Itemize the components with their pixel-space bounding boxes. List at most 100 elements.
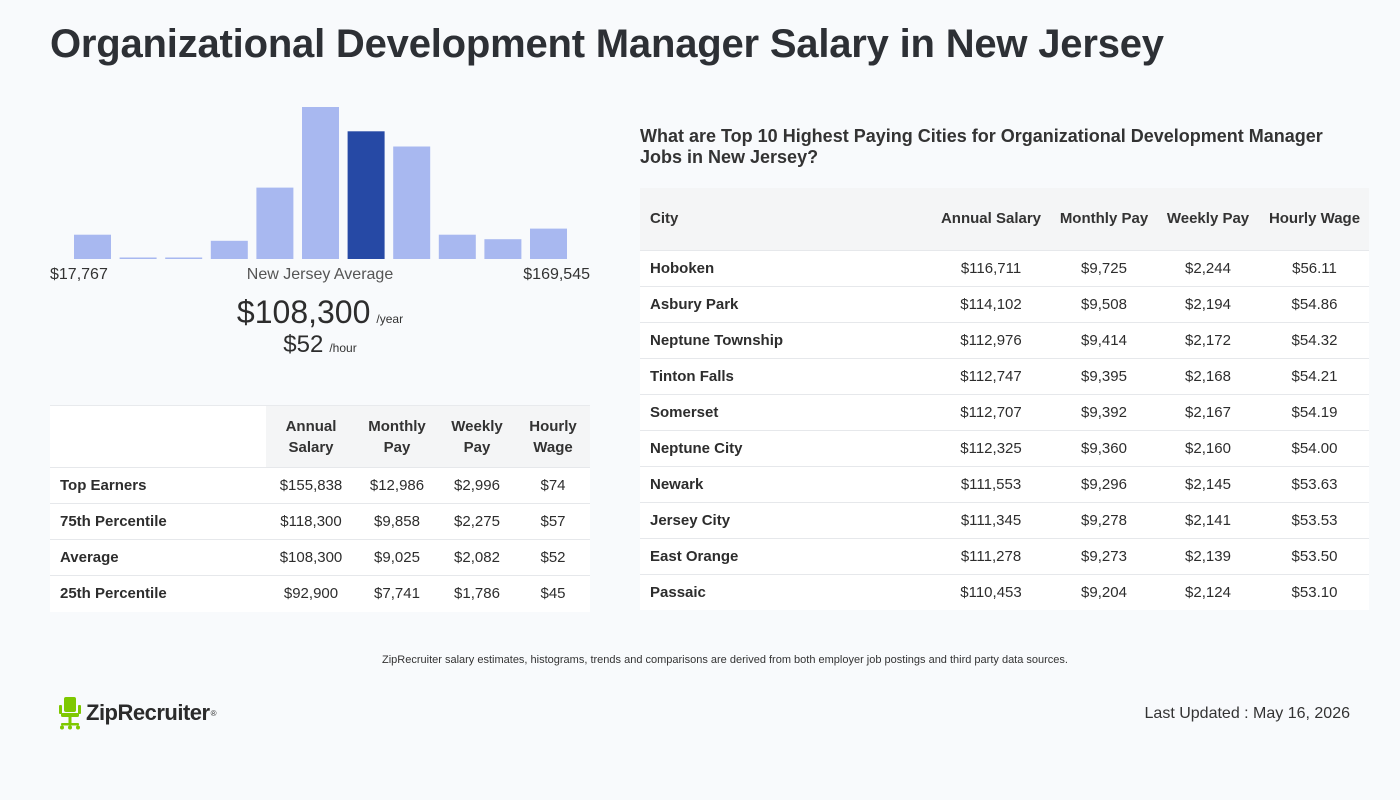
histogram-bar-average <box>347 131 385 259</box>
city-weekly-cell: $2,141 <box>1156 501 1260 538</box>
percentile-header-weekly: Weekly Pay <box>438 405 516 468</box>
cities-header-monthly: Monthly Pay <box>1052 188 1156 250</box>
logo-trademark: ® <box>210 708 217 718</box>
chair-icon <box>59 697 81 730</box>
percentile-row: 75th Percentile $118,300 $9,858 $2,275 $57 <box>50 503 590 540</box>
city-weekly-cell: $2,145 <box>1156 465 1260 502</box>
city-row: Neptune Township $112,976 $9,414 $2,172 $54.… <box>640 321 1369 358</box>
percentile-monthly-cell: $7,741 <box>356 575 438 612</box>
percentile-header-monthly: Monthly Pay <box>356 405 438 468</box>
city-row: Passaic $110,453 $9,204 $2,124 $53.10 <box>640 573 1369 610</box>
page-title: Organizational Development Manager Salar… <box>50 22 1164 66</box>
city-hourly-cell: $54.86 <box>1260 285 1369 322</box>
histogram-bar <box>165 257 203 259</box>
average-hourly-value: $52 <box>283 331 324 358</box>
histogram-average-label: New Jersey Average <box>246 266 394 283</box>
city-monthly-cell: $9,392 <box>1052 393 1156 430</box>
city-hourly-cell: $53.63 <box>1260 465 1369 502</box>
city-weekly-cell: $2,167 <box>1156 393 1260 430</box>
percentile-row-label: 75th Percentile <box>50 503 266 540</box>
ziprecruiter-logo[interactable]: ZipRecruiter ® <box>58 695 217 731</box>
histogram-svg <box>74 107 567 259</box>
percentile-row: Average $108,300 $9,025 $2,082 $52 <box>50 539 590 576</box>
city-row: Hoboken $116,711 $9,725 $2,244 $56.11 <box>640 249 1369 286</box>
city-name-cell: Jersey City <box>640 501 930 538</box>
city-monthly-cell: $9,414 <box>1052 321 1156 358</box>
cities-header-row: City Annual Salary Monthly Pay Weekly Pa… <box>640 188 1369 250</box>
city-row: Newark $111,553 $9,296 $2,145 $53.63 <box>640 465 1369 502</box>
percentile-monthly-cell: $12,986 <box>356 467 438 504</box>
histogram-bar <box>484 239 522 259</box>
city-annual-cell: $111,278 <box>930 537 1052 574</box>
city-row: East Orange $111,278 $9,273 $2,139 $53.50 <box>640 537 1369 574</box>
city-hourly-cell: $53.50 <box>1260 537 1369 574</box>
percentile-hourly-cell: $74 <box>516 467 590 504</box>
percentile-hourly-cell: $45 <box>516 575 590 612</box>
city-annual-cell: $116,711 <box>930 249 1052 286</box>
percentile-row-label: 25th Percentile <box>50 575 266 612</box>
percentile-header-blank <box>50 405 266 468</box>
city-hourly-cell: $53.53 <box>1260 501 1369 538</box>
percentile-row: Top Earners $155,838 $12,986 $2,996 $74 <box>50 467 590 504</box>
percentile-monthly-cell: $9,858 <box>356 503 438 540</box>
percentile-annual-cell: $155,838 <box>266 467 356 504</box>
histogram-bar <box>530 228 567 259</box>
percentile-weekly-cell: $2,996 <box>438 467 516 504</box>
city-hourly-cell: $54.21 <box>1260 357 1369 394</box>
city-annual-cell: $111,553 <box>930 465 1052 502</box>
cities-table: City Annual Salary Monthly Pay Weekly Pa… <box>640 188 1369 610</box>
percentile-weekly-cell: $2,275 <box>438 503 516 540</box>
city-row: Tinton Falls $112,747 $9,395 $2,168 $54.21 <box>640 357 1369 394</box>
histogram-range: New Jersey Average $17,767 $169,545 <box>50 266 590 286</box>
percentile-hourly-cell: $52 <box>516 539 590 576</box>
histogram-max-label: $169,545 <box>523 266 590 283</box>
city-annual-cell: $112,707 <box>930 393 1052 430</box>
cities-title: What are Top 10 Highest Paying Cities fo… <box>640 126 1323 167</box>
percentile-header-hourly: Hourly Wage <box>516 405 590 468</box>
city-weekly-cell: $2,160 <box>1156 429 1260 466</box>
logo-text: ZipRecruiter <box>86 700 210 725</box>
percentile-table: Annual Salary Monthly Pay Weekly Pay Hou… <box>50 405 590 612</box>
histogram-bar <box>393 146 431 259</box>
percentile-header-row: Annual Salary Monthly Pay Weekly Pay Hou… <box>50 405 590 468</box>
city-name-cell: Passaic <box>640 573 930 610</box>
city-weekly-cell: $2,139 <box>1156 537 1260 574</box>
city-name-cell: Tinton Falls <box>640 357 930 394</box>
percentile-hourly-cell: $57 <box>516 503 590 540</box>
city-name-cell: Neptune City <box>640 429 930 466</box>
city-hourly-cell: $54.00 <box>1260 429 1369 466</box>
city-name-cell: East Orange <box>640 537 930 574</box>
histogram-bar <box>438 234 476 259</box>
city-weekly-cell: $2,124 <box>1156 573 1260 610</box>
city-monthly-cell: $9,273 <box>1052 537 1156 574</box>
city-name-cell: Neptune Township <box>640 321 930 358</box>
percentile-row-label: Top Earners <box>50 467 266 504</box>
histogram-min-label: $17,767 <box>50 266 108 283</box>
city-annual-cell: $112,976 <box>930 321 1052 358</box>
city-row: Asbury Park $114,102 $9,508 $2,194 $54.86 <box>640 285 1369 322</box>
histogram-bar <box>302 107 339 259</box>
city-monthly-cell: $9,508 <box>1052 285 1156 322</box>
city-monthly-cell: $9,395 <box>1052 357 1156 394</box>
cities-header-city: City <box>640 188 930 250</box>
city-name-cell: Hoboken <box>640 249 930 286</box>
city-weekly-cell: $2,194 <box>1156 285 1260 322</box>
disclaimer: ZipRecruiter salary estimates, histogram… <box>382 654 1068 666</box>
city-annual-cell: $114,102 <box>930 285 1052 322</box>
city-row: Neptune City $112,325 $9,360 $2,160 $54.00 <box>640 429 1369 466</box>
city-hourly-cell: $54.19 <box>1260 393 1369 430</box>
city-hourly-cell: $56.11 <box>1260 249 1369 286</box>
city-monthly-cell: $9,204 <box>1052 573 1156 610</box>
cities-header-weekly: Weekly Pay <box>1156 188 1260 250</box>
percentile-weekly-cell: $2,082 <box>438 539 516 576</box>
city-name-cell: Newark <box>640 465 930 502</box>
average-yearly-value: $108,300 <box>236 294 371 330</box>
city-row: Somerset $112,707 $9,392 $2,167 $54.19 <box>640 393 1369 430</box>
hour-unit: /hour <box>329 341 357 355</box>
city-monthly-cell: $9,278 <box>1052 501 1156 538</box>
city-weekly-cell: $2,244 <box>1156 249 1260 286</box>
city-monthly-cell: $9,725 <box>1052 249 1156 286</box>
salary-histogram <box>50 100 590 260</box>
percentile-row-label: Average <box>50 539 266 576</box>
percentile-weekly-cell: $1,786 <box>438 575 516 612</box>
